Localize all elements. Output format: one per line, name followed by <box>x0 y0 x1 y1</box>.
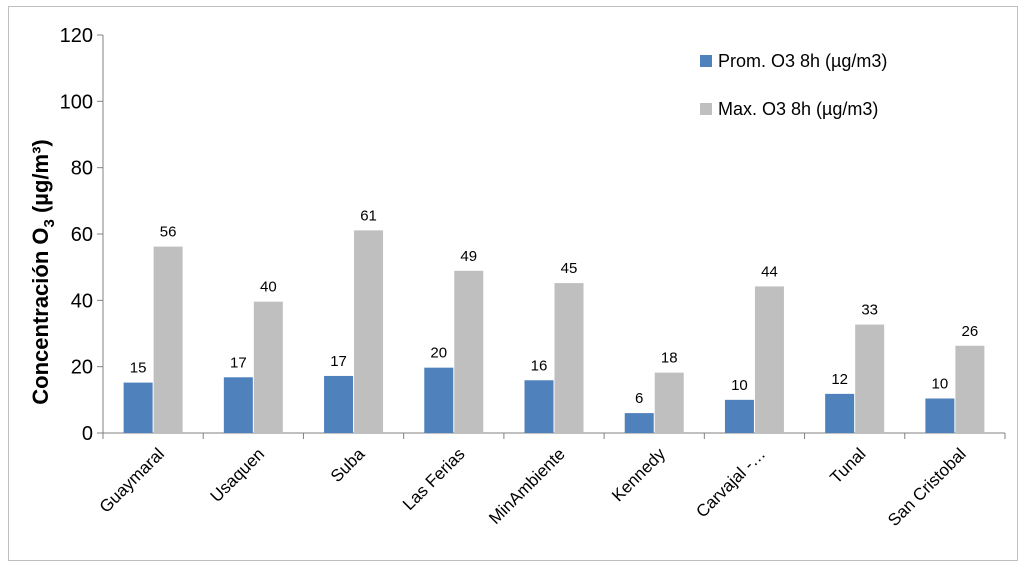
bar-max <box>354 230 384 433</box>
y-axis-label-main: Concentración O <box>28 227 53 404</box>
y-axis-label: Concentración O3 (µg/m³) <box>28 139 58 404</box>
data-label: 40 <box>260 279 277 296</box>
x-category-label: Kennedy <box>608 444 669 505</box>
data-label: 12 <box>831 371 848 388</box>
y-tick-label: 60 <box>71 224 93 246</box>
chart-axes: 0 20 40 60 80 100 120 <box>60 25 1006 445</box>
data-label: 56 <box>160 224 177 241</box>
bar-max <box>454 270 484 433</box>
legend-label: Max. O3 8h (µg/m3) <box>718 99 878 119</box>
bar-prom <box>624 413 654 433</box>
x-category-label: San Cristobal <box>884 444 970 530</box>
legend-swatch <box>700 103 712 115</box>
bar-prom <box>925 398 955 433</box>
bar-prom <box>424 367 454 433</box>
y-axis-label-units: (µg/m³) <box>28 139 53 219</box>
chart-frame <box>8 6 1018 561</box>
legend-label: Prom. O3 8h (µg/m3) <box>718 51 887 71</box>
bar-prom <box>524 380 554 433</box>
bar-max <box>253 301 283 433</box>
data-label: 18 <box>661 350 678 367</box>
data-label: 17 <box>330 353 347 370</box>
y-tick-label: 100 <box>60 91 93 113</box>
data-label: 26 <box>962 323 979 340</box>
bar-max <box>955 345 985 433</box>
bar-prom <box>724 399 754 433</box>
data-label: 15 <box>130 360 147 377</box>
data-label: 49 <box>460 248 477 265</box>
y-tick-label: 80 <box>71 158 93 180</box>
data-label: 45 <box>561 260 578 277</box>
data-label: 10 <box>731 377 748 394</box>
y-tick-label: 120 <box>60 25 93 47</box>
bar-prom <box>825 393 855 433</box>
x-category-label: Guaymaral <box>96 444 168 516</box>
x-category-label: Suba <box>327 444 369 486</box>
bar-max <box>654 372 684 433</box>
chart-bars <box>123 230 985 433</box>
bar-max <box>153 246 183 433</box>
data-label: 6 <box>635 390 643 407</box>
x-category-label: Carvajal -… <box>692 444 769 521</box>
x-category-label: MinAmbiente <box>485 444 569 528</box>
y-tick-label: 20 <box>71 357 93 379</box>
bar-max <box>855 324 885 433</box>
y-tick-label: 40 <box>71 290 93 312</box>
data-label: 44 <box>761 263 778 280</box>
chart-data-labels: 15 56 17 40 17 61 20 49 16 45 6 18 10 44 12 33 10 26 <box>130 207 978 407</box>
bar-prom <box>223 377 253 433</box>
chart-legend: Prom. O3 8h (µg/m3) Max. O3 8h (µg/m3) <box>700 51 887 119</box>
y-tick-label: 0 <box>82 423 93 445</box>
x-category-label: Usaquen <box>207 444 269 506</box>
data-label: 16 <box>531 357 548 374</box>
bar-prom <box>324 375 354 433</box>
bar-max <box>754 286 784 433</box>
chart-category-labels: Guaymaral Usaquen Suba Las Ferias MinAmbient… <box>96 444 970 530</box>
y-axis-label-sub: 3 <box>41 219 58 227</box>
data-label: 61 <box>360 207 377 224</box>
legend-swatch <box>700 55 712 67</box>
bar-prom <box>123 382 153 433</box>
x-category-label: Tunal <box>826 444 869 487</box>
data-label: 10 <box>932 376 949 393</box>
data-label: 33 <box>861 302 878 319</box>
bar-max <box>554 283 584 433</box>
x-category-label: Las Ferias <box>399 444 469 514</box>
data-label: 17 <box>230 354 247 371</box>
data-label: 20 <box>430 345 447 362</box>
